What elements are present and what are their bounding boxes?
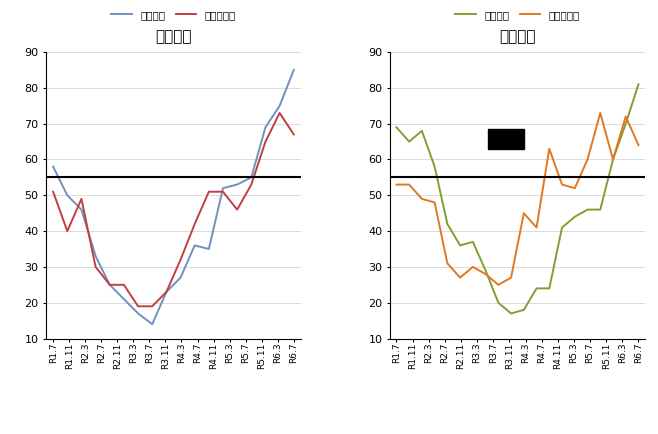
Legend: 現状ＤＩ, 見通しＤＩ: 現状ＤＩ, 見通しＤＩ	[107, 6, 240, 24]
Bar	[488, 129, 524, 149]
Title: 需給ＤＩ: 需給ＤＩ	[155, 29, 191, 44]
Title: 価格ＤＩ: 価格ＤＩ	[499, 29, 536, 44]
Legend: 現状ＤＩ, 見通しＤＩ: 現状ＤＩ, 見通しＤＩ	[451, 6, 584, 24]
